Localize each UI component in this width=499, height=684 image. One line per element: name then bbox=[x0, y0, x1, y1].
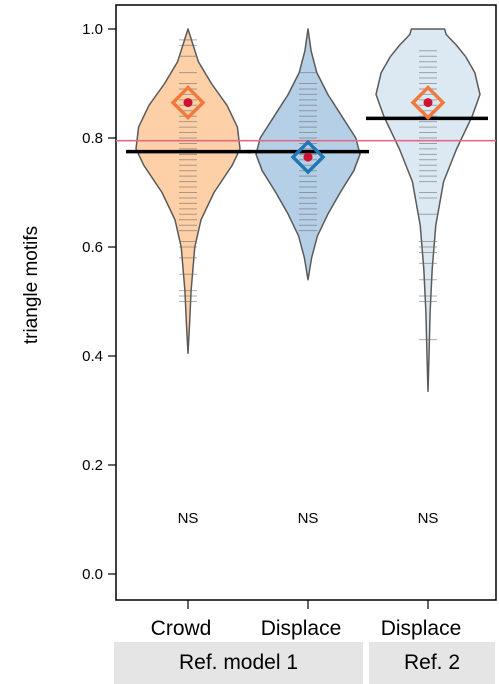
category-label-2: Displace bbox=[381, 617, 462, 640]
category-label-0: Crowd bbox=[151, 617, 212, 640]
significance-label-1: NS bbox=[298, 510, 319, 527]
significance-label-0: NS bbox=[178, 510, 199, 527]
y-tick-label: 1.0 bbox=[82, 21, 103, 38]
y-axis-label: triangle motifs bbox=[21, 226, 42, 344]
significance-label-2: NS bbox=[418, 510, 439, 527]
plot-area: 0.0 0.2 0.4 0.6 0.8 1.0 Crowd NS Displace NS Displ… bbox=[82, 4, 497, 640]
plot-frame bbox=[115, 4, 497, 601]
facet-strip-ref-2: Ref. 2 bbox=[369, 642, 495, 684]
facet-label-ref-model-1: Ref. model 1 bbox=[178, 651, 299, 674]
category-label-1: Displace bbox=[261, 617, 342, 640]
observed-diamond-2 bbox=[410, 85, 446, 121]
violin-0 bbox=[135, 28, 241, 355]
facet-strip-ref-model-1: Ref. model 1 bbox=[114, 642, 363, 684]
observed-dot-1 bbox=[303, 152, 313, 162]
facet-label-ref-2: Ref. 2 bbox=[403, 651, 461, 674]
y-tick-label: 0.8 bbox=[82, 130, 103, 147]
observed-diamond-0 bbox=[170, 85, 206, 121]
y-tick-label: 0.2 bbox=[82, 457, 103, 474]
y-tick-label: 0.4 bbox=[82, 348, 103, 365]
observed-dot-0 bbox=[183, 98, 193, 108]
y-tick-label: 0.0 bbox=[82, 566, 103, 583]
observed-diamond-1 bbox=[290, 139, 326, 175]
y-tick-label: 0.6 bbox=[82, 239, 103, 256]
observed-dot-2 bbox=[423, 98, 433, 108]
